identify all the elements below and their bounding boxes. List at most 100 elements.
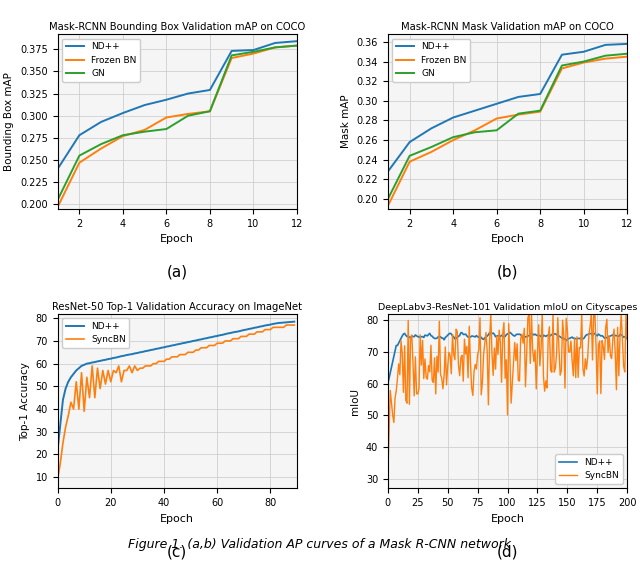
Line: GN: GN	[58, 45, 297, 200]
Legend: ND++, Frozen BN, GN: ND++, Frozen BN, GN	[392, 39, 470, 82]
GN	[250, 48, 257, 55]
GN	[384, 195, 392, 202]
Frozen BN	[141, 127, 148, 133]
Line: SyncBN: SyncBN	[388, 314, 627, 474]
SyncBN	[484, 402, 492, 408]
GN	[580, 58, 588, 65]
Line: ND++: ND++	[58, 321, 294, 450]
GN	[428, 144, 435, 151]
SyncBN	[219, 340, 227, 346]
ND++	[291, 318, 298, 325]
X-axis label: Epoch: Epoch	[490, 234, 525, 244]
ND++	[280, 319, 287, 326]
SyncBN	[406, 401, 413, 408]
ND++	[493, 101, 500, 107]
GN	[515, 110, 522, 117]
GN	[228, 52, 236, 59]
X-axis label: Epoch: Epoch	[490, 514, 525, 524]
SyncBN	[86, 394, 93, 401]
Frozen BN	[515, 111, 522, 118]
ND++	[602, 41, 609, 48]
ND++	[536, 90, 544, 97]
GN	[206, 108, 214, 115]
GN	[558, 62, 566, 69]
Y-axis label: mIoU: mIoU	[350, 387, 360, 415]
Text: (c): (c)	[167, 544, 188, 559]
Frozen BN	[602, 55, 609, 62]
SyncBN	[515, 377, 522, 384]
SyncBN	[384, 470, 392, 477]
Text: (b): (b)	[497, 265, 518, 280]
Frozen BN	[536, 108, 544, 115]
ND++	[250, 47, 257, 53]
Frozen BN	[206, 108, 214, 115]
ND++	[219, 331, 227, 338]
Frozen BN	[293, 42, 301, 49]
ND++	[428, 125, 435, 132]
Legend: ND++, SyncBN: ND++, SyncBN	[556, 454, 623, 484]
Title: DeepLabv3-ResNet-101 Validation mIoU on Cityscapes: DeepLabv3-ResNet-101 Validation mIoU on …	[378, 303, 637, 311]
Frozen BN	[54, 204, 61, 211]
Frozen BN	[228, 55, 236, 61]
Line: ND++: ND++	[388, 44, 627, 172]
ND++	[228, 48, 236, 55]
GN	[97, 141, 105, 148]
SyncBN	[487, 310, 495, 317]
ND++	[484, 331, 492, 338]
SyncBN	[282, 321, 290, 328]
SyncBN	[250, 331, 258, 337]
GN	[54, 197, 61, 203]
Frozen BN	[184, 111, 192, 118]
ND++	[86, 360, 93, 366]
Text: Figure 1. (a,b) Validation AP curves of a Mask R-CNN network: Figure 1. (a,b) Validation AP curves of …	[129, 538, 511, 551]
GN	[406, 152, 413, 159]
Frozen BN	[471, 127, 479, 133]
Frozen BN	[580, 59, 588, 66]
ND++	[580, 48, 588, 55]
Frozen BN	[163, 114, 170, 121]
Frozen BN	[384, 203, 392, 210]
SyncBN	[472, 361, 479, 368]
SyncBN	[604, 349, 612, 356]
GN	[141, 128, 148, 135]
ND++	[206, 86, 214, 93]
Y-axis label: Bounding Box mAP: Bounding Box mAP	[4, 72, 15, 171]
Text: (a): (a)	[166, 265, 188, 280]
ND++	[604, 333, 612, 340]
Title: ResNet-50 Top-1 Validation Accuracy on ImageNet: ResNet-50 Top-1 Validation Accuracy on I…	[52, 302, 302, 311]
ND++	[623, 40, 631, 47]
SyncBN	[54, 476, 61, 483]
GN	[471, 129, 479, 136]
Frozen BN	[558, 65, 566, 72]
GN	[623, 51, 631, 57]
Legend: ND++, Frozen BN, GN: ND++, Frozen BN, GN	[62, 39, 140, 82]
Frozen BN	[76, 159, 83, 166]
Frozen BN	[250, 50, 257, 57]
Y-axis label: Mask mAP: Mask mAP	[341, 95, 351, 148]
SyncBN	[256, 328, 264, 335]
Frozen BN	[449, 137, 457, 144]
ND++	[76, 132, 83, 139]
ND++	[558, 51, 566, 58]
GN	[536, 107, 544, 114]
GN	[76, 152, 83, 159]
Text: (d): (d)	[497, 544, 518, 559]
GN	[271, 44, 279, 51]
Frozen BN	[119, 133, 127, 140]
ND++	[515, 94, 522, 101]
Frozen BN	[623, 53, 631, 60]
ND++	[623, 335, 631, 342]
ND++	[506, 329, 514, 336]
GN	[293, 42, 301, 49]
ND++	[54, 165, 61, 172]
Frozen BN	[406, 158, 413, 165]
ND++	[250, 324, 258, 331]
SyncBN	[125, 362, 133, 369]
ND++	[384, 380, 392, 387]
ND++	[385, 375, 393, 382]
ND++	[256, 323, 264, 330]
Line: Frozen BN: Frozen BN	[58, 45, 297, 207]
Line: ND++: ND++	[388, 332, 627, 383]
Title: Mask-RCNN Bounding Box Validation mAP on COCO: Mask-RCNN Bounding Box Validation mAP on…	[49, 22, 305, 32]
Frozen BN	[97, 145, 105, 152]
